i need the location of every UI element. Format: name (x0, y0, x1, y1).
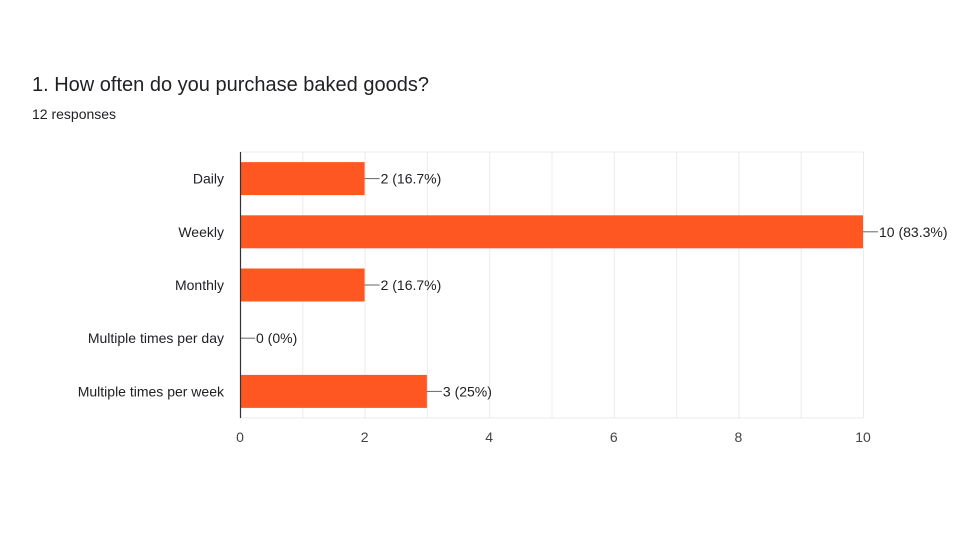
data-label: 2 (16.7%) (381, 277, 442, 293)
data-label: 10 (83.3%) (879, 224, 947, 240)
category-label: Weekly (178, 224, 224, 240)
x-tick-label: 10 (855, 429, 871, 445)
response-count: 12 responses (32, 106, 117, 122)
category-label: Daily (193, 171, 224, 187)
x-tick-label: 2 (361, 429, 369, 445)
x-tick-label: 8 (735, 429, 743, 445)
bar (240, 162, 365, 196)
category-label: Multiple times per day (88, 330, 224, 346)
category-label: Monthly (175, 277, 224, 293)
data-label: 0 (0%) (256, 330, 297, 346)
bar (240, 268, 365, 302)
leader-lines (240, 178, 878, 392)
x-tick-labels: 0 2 4 6 8 10 (236, 429, 871, 445)
data-labels: 2 (16.7%) 10 (83.3%) 2 (16.7%) 0 (0%) 3 (25%… (256, 171, 947, 400)
bars (240, 162, 863, 408)
x-tick-label: 4 (485, 429, 493, 445)
category-label: Multiple times per week (78, 383, 225, 399)
x-tick-label: 6 (610, 429, 618, 445)
category-labels: Daily Weekly Monthly Multiple times per day… (78, 171, 225, 400)
bar (240, 215, 863, 249)
bar (240, 374, 427, 408)
data-label: 3 (25%) (443, 383, 492, 399)
data-label: 2 (16.7%) (381, 171, 442, 187)
gridlines (302, 152, 864, 418)
x-tick-label: 0 (236, 429, 244, 445)
question-title: 1. How often do you purchase baked goods… (32, 74, 429, 96)
